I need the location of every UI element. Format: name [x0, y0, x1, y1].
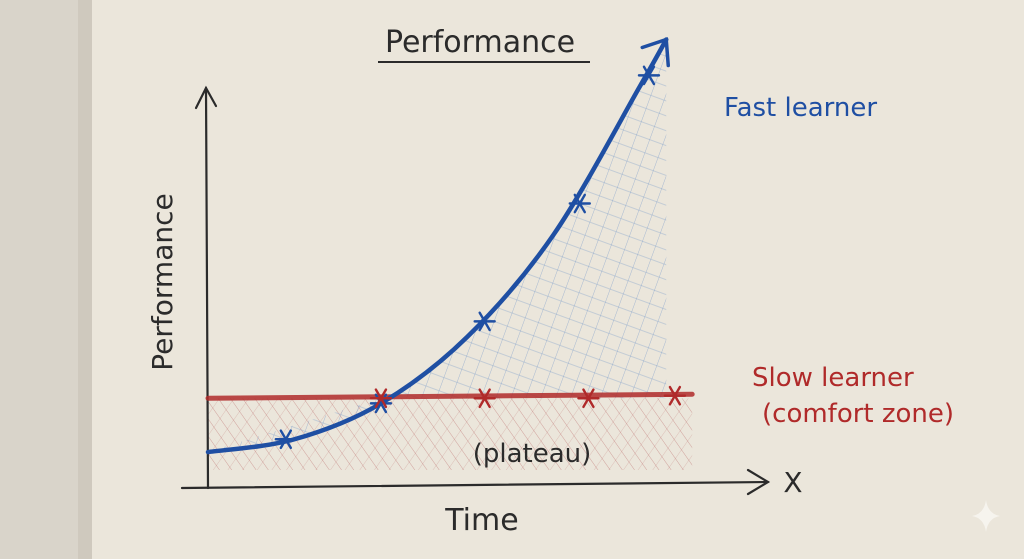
x-axis-arrowhead	[746, 468, 771, 496]
slow-learner-point-stroke	[478, 388, 491, 409]
slow-learner-label: Slow learner	[752, 363, 914, 393]
x-axis-label: Time	[444, 503, 518, 538]
y-axis-line	[204, 86, 210, 490]
chart-title: Performance	[385, 25, 575, 60]
fast-learner-point	[473, 311, 496, 332]
slow-learner-point	[473, 388, 496, 409]
fast-learner-label: Fast learner	[724, 93, 877, 123]
fast-learner-arrowhead	[640, 37, 670, 68]
x-axis-line	[180, 480, 770, 490]
slow-learner-point	[663, 385, 687, 406]
y-axis-arrowhead	[194, 85, 218, 110]
slow-learner-line	[205, 391, 695, 401]
y-axis-label: Performance	[146, 193, 179, 370]
growth-shading	[208, 39, 667, 453]
fast-learner-point-stroke	[642, 65, 656, 86]
slow-learner-point-stroke	[374, 388, 388, 409]
sparkle-watermark-icon	[972, 500, 1000, 532]
plateau-annotation: (plateau)	[473, 439, 592, 469]
fast-learner-point-stroke	[478, 311, 491, 332]
slow-learner-sublabel: (comfort zone)	[762, 399, 954, 429]
x-axis-end-label: X	[783, 466, 802, 499]
slow-learner-point	[577, 388, 600, 409]
fast-learner-point	[274, 429, 298, 450]
notebook-spine-shadow	[78, 0, 92, 559]
fast-learner-point-stroke	[279, 429, 293, 450]
slow-learner-point	[369, 388, 393, 409]
fast-learner-point-stroke	[573, 193, 586, 214]
slow-learner-point-stroke	[668, 385, 682, 406]
slow-learner-point-stroke	[582, 388, 595, 409]
fast-learner-point	[637, 65, 661, 86]
fast-learner-point	[568, 193, 591, 214]
notebook-page-edge	[0, 0, 92, 559]
